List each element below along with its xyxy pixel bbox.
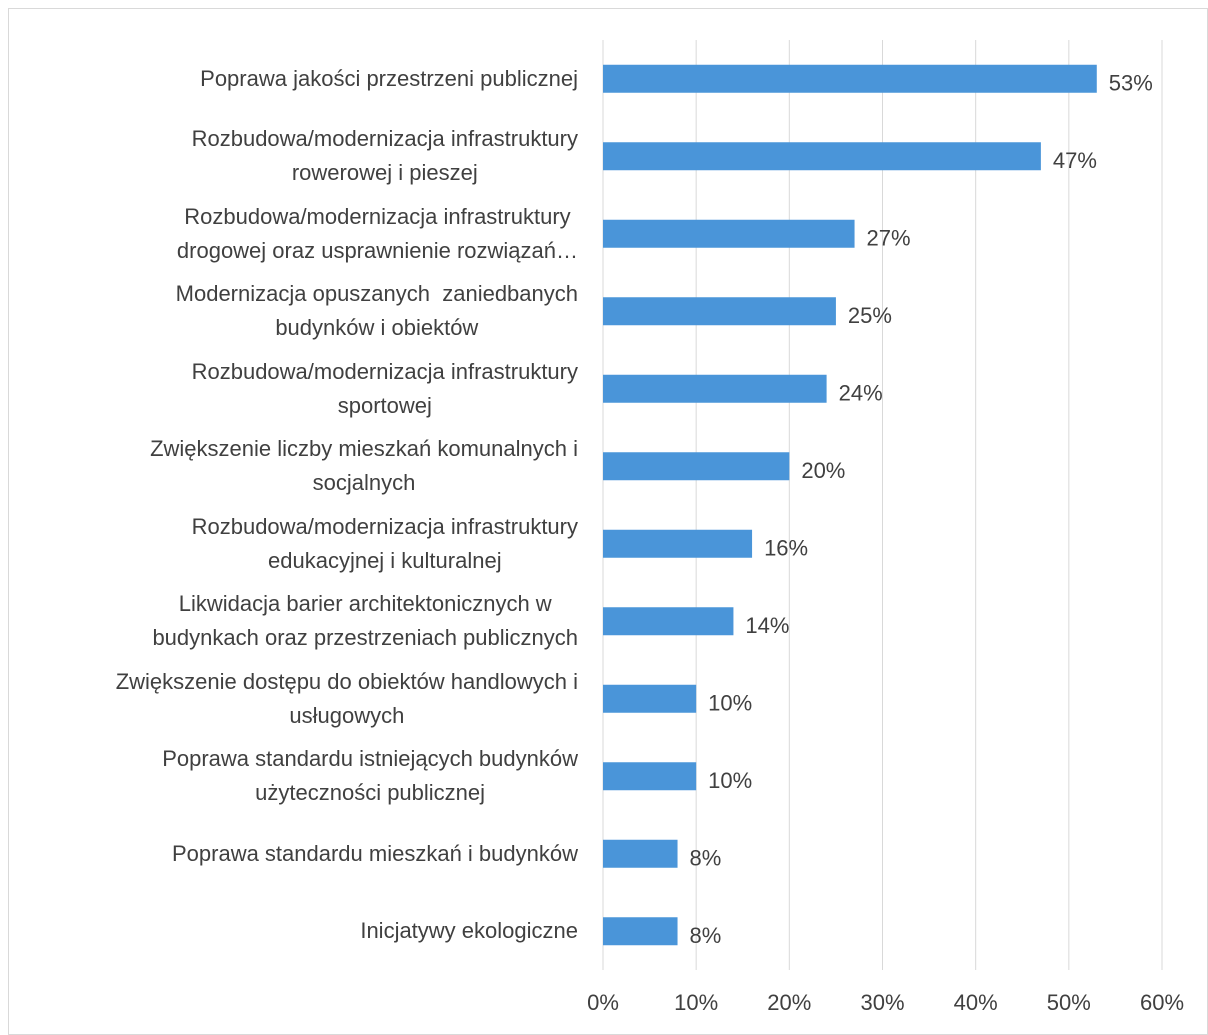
value-label: 8% [690,846,722,871]
x-tick-label: 60% [1140,990,1184,1015]
value-label: 53% [1109,71,1153,96]
value-label: 25% [848,303,892,328]
category-label: Rozbudowa/modernizacja infrastruktury ed… [191,513,578,573]
category-label: Likwidacja barier architektonicznych w b… [152,591,578,651]
value-label: 10% [708,768,752,793]
x-tick-label: 30% [860,990,904,1015]
bar [603,452,790,481]
category-label: Poprawa standardu istniejących budynków … [162,746,578,806]
bar [603,684,697,713]
value-label: 14% [745,613,789,638]
bar [603,219,855,248]
bar [603,917,678,946]
x-tick-label: 20% [767,990,811,1015]
bar [603,64,1097,93]
category-label: Rozbudowa/modernizacja infrastruktury dr… [176,203,578,263]
x-tick-label: 40% [954,990,998,1015]
bar [603,297,836,326]
category-label: Rozbudowa/modernizacja infrastruktury ro… [191,126,578,186]
x-tick-label: 50% [1047,990,1091,1015]
category-label: Zwiększenie dostępu do obiektów handlowy… [115,668,578,728]
bar [603,142,1041,171]
value-label: 47% [1053,148,1097,173]
value-label: 24% [839,381,883,406]
bar [603,839,678,868]
category-label: Inicjatywy ekologiczne [360,918,578,944]
value-label: 20% [801,458,845,483]
category-label: Zwiększenie liczby mieszkań komunalnych … [150,436,578,496]
bar [603,607,734,636]
bar [603,762,697,791]
category-label: Poprawa standardu mieszkań i budynków [171,840,578,866]
value-label: 10% [708,691,752,716]
category-label: Poprawa jakości przestrzeni publicznej [200,65,578,91]
x-tick-label: 10% [674,990,718,1015]
x-tick-label: 0% [587,990,619,1015]
bar [603,374,827,403]
value-label: 16% [764,536,808,561]
category-label: Modernizacja opuszanych zaniedbanych bud… [175,281,578,341]
value-label: 27% [867,226,911,251]
bar [603,529,753,558]
category-label: Rozbudowa/modernizacja infrastruktury sp… [191,358,578,418]
value-label: 8% [690,923,722,948]
